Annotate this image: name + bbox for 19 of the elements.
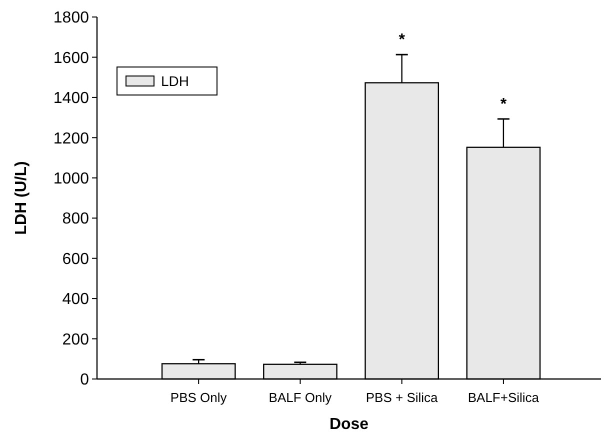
x-axis-title: Dose	[329, 416, 369, 433]
x-tick-label: BALF+Silica	[468, 390, 540, 405]
legend-label: LDH	[161, 72, 190, 89]
y-tick-label: 600	[62, 250, 90, 268]
x-tick-label: PBS Only	[170, 390, 228, 405]
y-tick-label: 400	[62, 291, 90, 308]
y-tick-label: 1000	[53, 170, 90, 188]
y-tick-label: 1200	[53, 130, 90, 148]
annotation: *	[398, 32, 406, 49]
annotation: *	[500, 96, 508, 113]
x-tick-label: BALF Only	[268, 390, 332, 405]
y-tick-label: 200	[62, 331, 90, 348]
y-tick-label: 1600	[53, 50, 90, 67]
x-tick-label: PBS + Silica	[366, 390, 439, 405]
y-tick-label: 800	[62, 210, 90, 228]
y-axis-title: LDH (U/L)	[13, 161, 30, 235]
y-tick-label: 0	[80, 372, 90, 389]
y-tick-label: 1800	[53, 10, 90, 27]
y-tick-label: 1400	[53, 90, 90, 108]
